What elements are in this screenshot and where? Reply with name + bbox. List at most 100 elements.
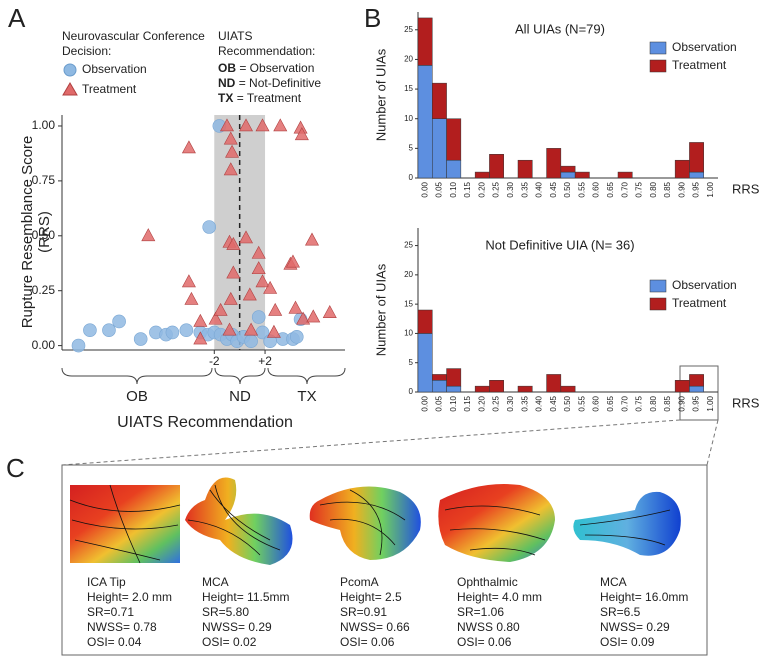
x-tick-label: 0.80 — [649, 395, 658, 411]
y-tick-label: 0.75 — [32, 173, 56, 187]
key-abbr: TX — [218, 91, 233, 105]
point — [251, 261, 266, 275]
x-tick-label: 0.95 — [692, 395, 701, 411]
point — [305, 232, 320, 246]
caption-line: OSI= 0.09 — [600, 635, 655, 649]
bar-segment — [446, 368, 462, 387]
caption-line: Height= 11.5mm — [202, 590, 290, 604]
y-tick-label: 10 — [404, 329, 413, 338]
point — [266, 324, 281, 338]
streamline — [69, 484, 181, 564]
x-tick-label: 0.85 — [663, 395, 672, 411]
bar-segment — [474, 171, 490, 179]
x-tick-label: 0.05 — [435, 395, 444, 411]
streamline — [187, 484, 281, 556]
panel-label: A — [8, 3, 26, 33]
point — [226, 236, 241, 250]
point — [141, 228, 156, 242]
x-tick-label: 0.40 — [535, 181, 544, 197]
legend-label: Observation — [672, 278, 737, 292]
caption-line: SR=6.5 — [600, 605, 641, 619]
key-title: UIATS — [218, 29, 252, 43]
aneurysm-image — [573, 491, 681, 556]
y-tick-label: 0 — [409, 387, 414, 396]
point — [184, 291, 199, 305]
point — [202, 220, 217, 234]
legend-swatch — [649, 297, 667, 311]
legend-title: Neurovascular Conference — [62, 29, 205, 43]
key-text: = Treatment — [237, 91, 302, 105]
x-axis-label: UIATS Recommendation — [117, 414, 293, 431]
x-tick-label: 0.25 — [492, 395, 501, 411]
x-tick-label: 0.80 — [649, 181, 658, 197]
legend-label: Observation — [82, 62, 147, 76]
y-tick-label: 10 — [404, 114, 413, 123]
group-label: ND — [229, 388, 251, 405]
caption-line: NWSS= 0.66 — [340, 620, 410, 634]
y-axis-label: Rupture Resemblance Score — [19, 136, 36, 329]
legend-marker — [63, 63, 77, 77]
point — [179, 323, 194, 338]
point — [112, 314, 126, 329]
caption-line: OSI= 0.06 — [340, 635, 395, 649]
bar-segment — [689, 142, 704, 173]
caption-line: SR=0.71 — [87, 605, 134, 619]
y-axis-label: (RRS) — [36, 211, 53, 253]
legend-marker — [62, 82, 78, 96]
caption-line: Height= 2.0 mm — [87, 590, 172, 604]
x-tick-label: 0.95 — [692, 181, 701, 197]
streamline — [319, 489, 406, 556]
point — [193, 331, 208, 345]
brace — [267, 367, 346, 385]
x-tick-label: 0.65 — [606, 181, 615, 197]
point — [239, 230, 254, 244]
x-tick-label: 0.90 — [677, 181, 686, 197]
y-axis-label: Number of UIAs — [373, 48, 388, 141]
key-text: = Observation — [239, 61, 314, 75]
x-tick-label: 1.00 — [706, 181, 715, 197]
x-tick-label: 0.30 — [506, 395, 515, 411]
panel-label: B — [364, 3, 381, 33]
legend-label: Observation — [672, 40, 737, 54]
bar-segment — [474, 385, 490, 393]
caption-line: NWSS= 0.78 — [87, 620, 157, 634]
x-tick-label: 0.75 — [635, 181, 644, 197]
bar-segment — [674, 159, 690, 179]
flow-field — [185, 477, 293, 565]
x-tick-label: 1.00 — [706, 395, 715, 411]
point — [273, 118, 288, 132]
x-tick-label: 0.60 — [592, 181, 601, 197]
streamline — [579, 509, 671, 546]
bar-segment — [574, 171, 590, 179]
legend-title: Decision: — [62, 44, 111, 58]
bar-segment — [517, 385, 533, 393]
key-entry: TX = Treatment — [218, 91, 302, 105]
bar-segment — [689, 171, 704, 179]
caption-line: NWSS= 0.29 — [600, 620, 670, 634]
bar-segment — [489, 154, 504, 179]
y-tick-label: 20 — [404, 55, 413, 64]
bar-segment — [489, 380, 504, 393]
flow-field — [573, 491, 681, 556]
zoom-line — [706, 419, 719, 466]
point — [294, 127, 309, 141]
key-text: = Not-Definitive — [239, 76, 322, 90]
x-tick-label: 0.15 — [463, 181, 472, 197]
bar-segment — [560, 171, 576, 179]
x-tick-label: 0.00 — [420, 181, 429, 197]
y-tick-label: 5 — [409, 143, 414, 152]
legend-swatch — [649, 41, 667, 55]
point — [102, 323, 116, 338]
point — [213, 302, 228, 316]
y-tick-label: 0.00 — [32, 338, 56, 352]
y-tick-label: 20 — [404, 270, 413, 279]
bar-segment — [446, 385, 462, 393]
caption-line: MCA — [202, 575, 229, 589]
point — [165, 325, 180, 340]
bar-segment — [417, 17, 433, 66]
legend-swatch — [649, 279, 667, 293]
key-title: Recommendation: — [218, 44, 315, 58]
caption-line: Height= 2.5 — [340, 590, 402, 604]
key-abbr: ND — [218, 76, 236, 90]
x-tick-label: 0.45 — [549, 395, 558, 411]
